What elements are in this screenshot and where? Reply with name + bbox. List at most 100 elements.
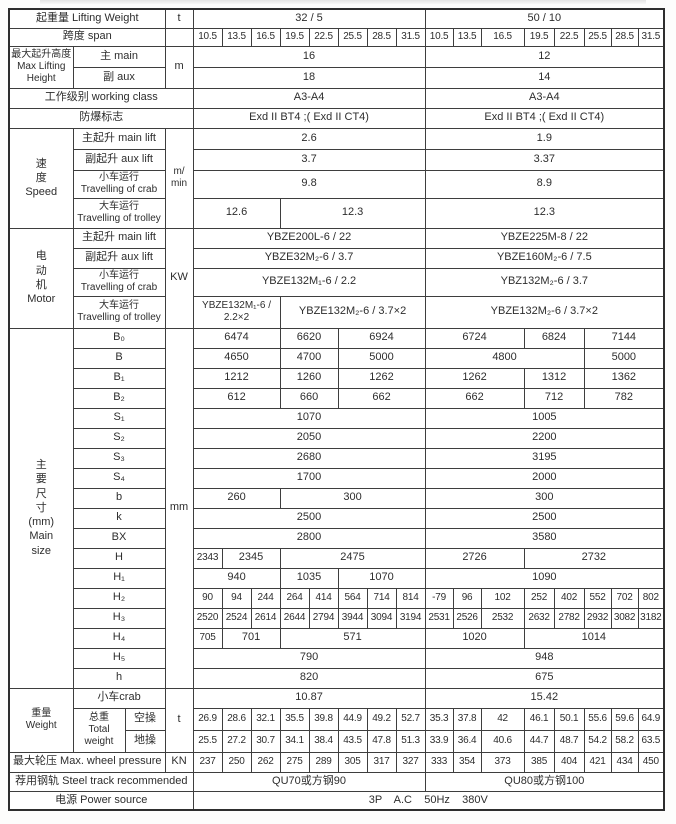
row-speed-main: 速 度 Speed 主起升 main lift m/ min 2.6 1.9 (8, 127, 665, 229)
value-cell: 6474 (192, 327, 281, 349)
value-cell: 948 (424, 647, 665, 669)
value-cell: 4800 (424, 347, 585, 369)
row-dim-H5: H₅ 790 948 (9, 647, 665, 669)
value-cell: 22.5 (308, 27, 339, 47)
row-motor-aux: 副起升 aux lift YBZE32M₂-6 / 3.7 YBZE160M₂-6 … (9, 247, 665, 269)
value-cell: 49.2 (366, 707, 397, 731)
value-cell: 702 (610, 587, 639, 609)
value-cell: 3194 (395, 607, 426, 629)
value-cell: 2.6 (192, 127, 426, 150)
value-cell: 94 (221, 587, 252, 609)
label-cell: B₁ (72, 367, 166, 389)
label-cell: H₅ (72, 647, 166, 669)
value-cell: 38.4 (308, 729, 339, 753)
value-cell: 421 (583, 751, 612, 773)
unit-cell: KN (164, 751, 194, 773)
label-cell: H₁ (72, 567, 166, 589)
value-cell: 6824 (523, 327, 585, 349)
value-capacity-right: 50 / 10 (424, 8, 665, 29)
unit-cell: KW (164, 227, 194, 329)
value-cell: YBZE200L-6 / 22 (192, 227, 426, 249)
value-cell: 16.5 (250, 27, 281, 47)
value-cell: 3182 (637, 607, 665, 629)
row-dim-H2: H₂ 90 94 244 264 414 564 714 814 -79 96 102 252 402 55… (9, 587, 665, 609)
value-cell: 244 (250, 587, 281, 609)
row-dim-B: B 4650 4700 5000 4800 5000 (9, 347, 665, 369)
value-cell: 28.5 (366, 27, 397, 47)
value-power-source: 3P A.C 50Hz 380V (192, 790, 665, 811)
value-cell: 2614 (250, 607, 281, 629)
value-cell: 2343 (192, 547, 223, 569)
label-cell: 副起升 aux lift (72, 247, 166, 269)
label-cell: b (72, 487, 166, 509)
value-cell: 1090 (424, 567, 665, 589)
row-power-source: 电源 Power source 3P A.C 50Hz 380V (8, 790, 665, 811)
value-cell: 63.5 (637, 729, 665, 753)
label-cell: S₃ (72, 447, 166, 469)
scan-artifact (40, 0, 646, 4)
row-weight-crab: 重量 Weight 小车crab t 10.87 15.42 (8, 687, 665, 753)
row-dim-H3: H₃ 2520 2524 2614 2644 2794 3944 3094 3194 2531 25… (9, 607, 665, 629)
row-label-total-weight: 总重 Total weight (72, 707, 126, 753)
value-cell: 3082 (610, 607, 639, 629)
value-cell: 662 (337, 387, 426, 409)
value-cell: 2500 (192, 507, 426, 529)
value-cell: 3.7 (192, 148, 426, 171)
value-cell: 820 (192, 667, 426, 689)
value-cell: 32.1 (250, 707, 281, 731)
value-capacity-left: 32 / 5 (192, 8, 426, 29)
row-label-max-lifting-height: 最大起升高度 Max Lifting Height (8, 45, 74, 89)
row-dim-B2: B₂ 612 660 662 662 712 782 (9, 387, 665, 409)
value-cell: 59.6 (610, 707, 639, 731)
value-cell: 2532 (480, 607, 525, 629)
value-cell: 6620 (279, 327, 339, 349)
value-cell: 90 (192, 587, 223, 609)
value-cell: 3.37 (424, 148, 665, 171)
value-cell: 2531 (424, 607, 454, 629)
value-cell: 317 (366, 751, 397, 773)
value-cell: 6724 (424, 327, 525, 349)
value-cell: A3-A4 (424, 87, 665, 109)
value-cell: 1262 (337, 367, 426, 389)
value-cell: 39.8 (308, 707, 339, 731)
section-label-motor: 电 动 机 Motor (8, 227, 74, 329)
label-cell: S₄ (72, 467, 166, 489)
value-cell: 790 (192, 647, 426, 669)
value-cell: YBZE132M₂-6 / 3.7×2 (279, 295, 426, 329)
value-cell: 51.3 (395, 729, 426, 753)
value-cell: 2644 (279, 607, 310, 629)
value-cell: 662 (424, 387, 525, 409)
value-cell: 250 (221, 751, 252, 773)
value-cell: 1070 (337, 567, 426, 589)
value-cell: YBZE160M₂-6 / 7.5 (424, 247, 665, 269)
value-cell: 25.5 (192, 729, 223, 753)
row-aux-height: 副 aux 18 14 (9, 66, 665, 89)
row-motor-trolley: 大车运行 Travelling of trolley YBZE132M₁-6 / … (9, 295, 665, 329)
value-cell: 35.5 (279, 707, 310, 731)
section-label-main-size: 主 要 尺 寸 (mm) Main size (8, 327, 74, 689)
label-cell: S₂ (72, 427, 166, 449)
value-cell: 1035 (279, 567, 339, 589)
value-cell: 10.5 (424, 27, 454, 47)
value-cell: 262 (250, 751, 281, 773)
value-cell: 1312 (523, 367, 585, 389)
value-cell: 1014 (523, 627, 665, 649)
value-cell: 414 (308, 587, 339, 609)
value-cell: 612 (192, 387, 281, 409)
row-dim-k: k 2500 2500 (9, 507, 665, 529)
value-cell: 940 (192, 567, 281, 589)
value-cell: 30.7 (250, 729, 281, 753)
value-cell: 54.2 (583, 729, 612, 753)
spec-table-body: 起重量 Lifting Weight t 32 / 5 50 / 10 跨度 span 1… (8, 8, 665, 811)
row-span: 跨度 span 10.5 13.5 16.5 19.5 22.5 25.5 28.5 31.5 1… (8, 27, 665, 47)
label-cell: B (72, 347, 166, 369)
row-dim-B1: B₁ 1212 1260 1262 1262 1312 1362 (9, 367, 665, 389)
value-cell: 13.5 (221, 27, 252, 47)
value-cell: 385 (523, 751, 555, 773)
value-cell: 31.5 (637, 27, 665, 47)
label-cell: 大车运行 Travelling of trolley (72, 295, 166, 329)
value-cell: 660 (279, 387, 339, 409)
unit-cell: t (164, 8, 194, 29)
row-main-height: 最大起升高度 Max Lifting Height 主 main m 16 12 (8, 45, 665, 89)
